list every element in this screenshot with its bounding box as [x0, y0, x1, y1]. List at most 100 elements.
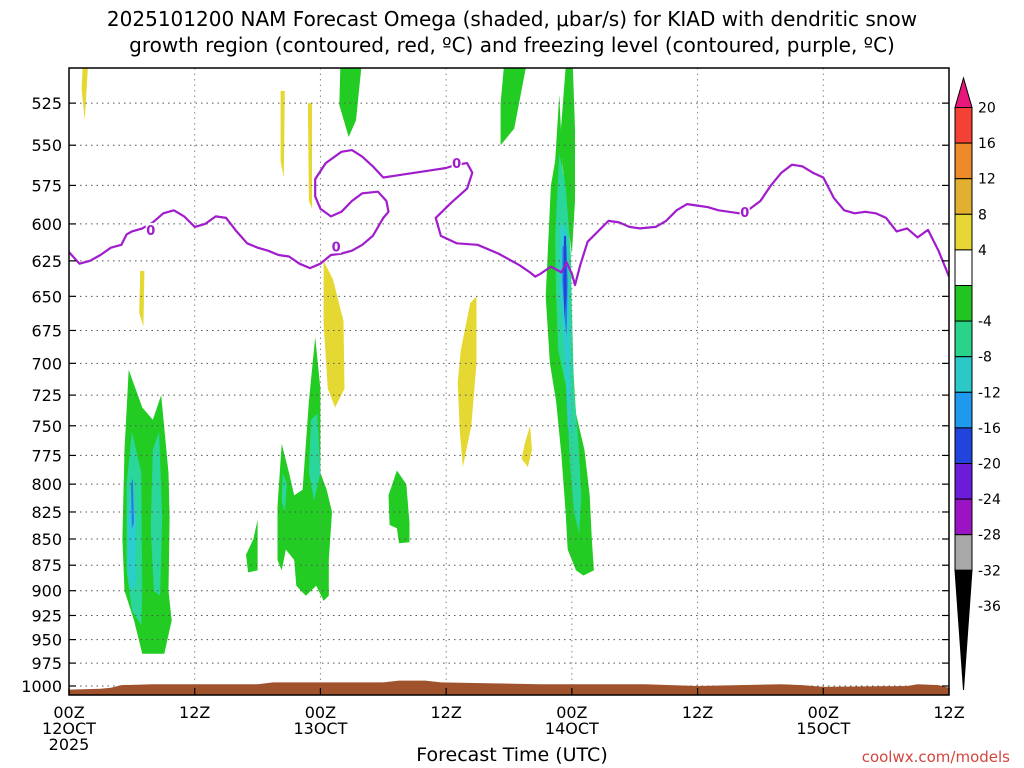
colorbar-label: -20 — [978, 457, 1001, 473]
x-tick-label: 00Z — [808, 703, 839, 722]
svg-text:0: 0 — [146, 224, 155, 239]
freezing-level-label: 0 — [739, 204, 750, 221]
colorbar-label: -12 — [978, 385, 1001, 401]
omega-region-teal — [308, 413, 321, 501]
plot-frame — [68, 67, 950, 696]
y-tick-label: 700 — [31, 354, 62, 373]
colorbar-label: 12 — [978, 172, 996, 188]
colorbar-segment — [954, 285, 973, 322]
y-tick-label: 850 — [31, 530, 62, 549]
freezing-level-layer: 0 0 0 0 — [69, 149, 949, 287]
omega-region-yellow — [139, 270, 145, 327]
freezing-level-label: 0 — [451, 156, 462, 172]
omega-region-green — [500, 68, 526, 146]
omega-region-yellow — [307, 103, 312, 209]
credit-text: coolwx.com/models — [861, 748, 1010, 766]
colorbar-segment — [954, 391, 973, 429]
freezing-level-line — [69, 149, 949, 287]
omega-region-cyan — [127, 478, 136, 591]
terrain-fill — [69, 680, 949, 695]
x-tick-label: 14OCT — [545, 719, 599, 738]
y-tick-label: 625 — [31, 252, 62, 271]
omega-region-yellow — [81, 68, 88, 121]
colorbar-label: -32 — [978, 563, 1001, 579]
colorbar-label: -24 — [978, 492, 1001, 508]
x-tick-label: 12Z — [179, 703, 210, 722]
y-tick-label: 600 — [31, 215, 62, 234]
colorbar-segment — [954, 498, 973, 536]
colorbar-label: -36 — [978, 599, 1001, 615]
y-tick-label: 775 — [31, 446, 62, 465]
y-tick-label: 900 — [31, 582, 62, 601]
colorbar-segment — [954, 534, 973, 571]
colorbar-segment — [954, 213, 973, 251]
y-tick-label: 975 — [31, 654, 62, 673]
colorbar-segment — [954, 142, 973, 180]
colorbar-label: -4 — [978, 314, 992, 330]
chart-title: 2025101200 NAM Forecast Omega (shaded, μ… — [0, 6, 1024, 58]
x-tick-label: 12OCT — [42, 719, 96, 738]
freezing-level-label: 0 — [145, 222, 156, 239]
x-tick-label: 00Z — [556, 703, 587, 722]
colorbar-segment — [954, 178, 973, 215]
omega-region-yellow — [521, 425, 532, 467]
y-tick-label: 750 — [31, 417, 62, 436]
colorbar-segment — [954, 249, 973, 286]
terrain — [69, 680, 949, 695]
svg-text:0: 0 — [452, 157, 461, 172]
omega-region-green — [388, 470, 410, 544]
omega-region-teal — [150, 431, 163, 596]
svg-text:0: 0 — [332, 240, 341, 255]
y-tick-label: 800 — [31, 475, 62, 494]
colorbar-label: -28 — [978, 528, 1001, 544]
colorbar-bottom-arrow — [954, 569, 973, 691]
omega-region-blue — [130, 478, 134, 529]
y-tick-label: 650 — [31, 287, 62, 306]
colorbar-segment — [954, 427, 973, 464]
y-tick-label: 575 — [31, 176, 62, 195]
colorbar-segment — [954, 320, 973, 358]
omega-region-yellow — [457, 296, 477, 467]
x-tick-label: 13OCT — [293, 719, 347, 738]
omega-region-yellow — [323, 260, 345, 408]
y-tick-label: 550 — [31, 136, 62, 155]
plot-background — [69, 68, 949, 695]
colorbar: 20 16 12 8 4 -4 -8 -12 -16 -20 -24 -28 -32 -36 — [954, 76, 1001, 691]
x-tick-label: 15OCT — [796, 719, 850, 738]
y-tick-label: 950 — [31, 631, 62, 650]
omega-region-yellow — [280, 91, 285, 178]
title-line-2: growth region (contoured, red, ºC) and f… — [129, 33, 895, 57]
x-tick-label: 00Z — [305, 703, 336, 722]
x-tick-label: 2025 — [49, 735, 90, 754]
y-axis: 525 550 575 600 625 650 675 700 725 750 775 800 825 8… — [21, 94, 949, 696]
omega-region-green — [277, 337, 332, 601]
y-tick-label: 675 — [31, 321, 62, 340]
x-tick-label: 12Z — [933, 703, 964, 722]
x-tick-label: 12Z — [430, 703, 461, 722]
colorbar-label: 4 — [978, 243, 987, 259]
colorbar-label: 16 — [978, 136, 996, 152]
svg-text:0: 0 — [740, 206, 749, 221]
colorbar-segment — [954, 107, 973, 144]
y-tick-label: 725 — [31, 386, 62, 405]
omega-region-green — [246, 519, 258, 573]
colorbar-segment — [954, 463, 973, 500]
y-tick-label: 925 — [31, 606, 62, 625]
x-axis-label: Forecast Time (UTC) — [416, 744, 608, 766]
colorbar-label: 8 — [978, 207, 987, 223]
omega-region-green — [339, 68, 362, 137]
omega-region-green — [560, 68, 575, 254]
colorbar-top-arrow — [954, 76, 973, 108]
title-line-1: 2025101200 NAM Forecast Omega (shaded, μ… — [106, 7, 918, 31]
colorbar-segment — [954, 356, 973, 393]
freezing-level-label: 0 — [331, 239, 342, 255]
x-tick-label: 12Z — [682, 703, 713, 722]
x-tick-label: 00Z — [53, 703, 84, 722]
colorbar-label: 20 — [978, 101, 996, 117]
omega-region-teal — [281, 472, 287, 512]
y-tick-label: 875 — [31, 556, 62, 575]
y-tick-label: 525 — [31, 94, 62, 113]
y-tick-label: 1000 — [21, 677, 62, 696]
